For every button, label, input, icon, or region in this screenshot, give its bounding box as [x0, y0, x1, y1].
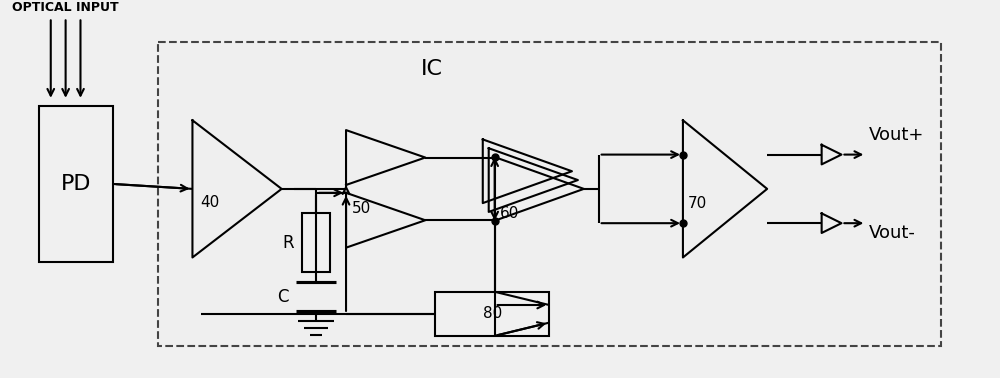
Text: 70: 70 [688, 197, 707, 211]
Text: IC: IC [421, 59, 443, 79]
Bar [302, 214, 330, 272]
Text: 50: 50 [352, 201, 371, 216]
Bar [435, 292, 549, 336]
Text: 60: 60 [500, 206, 519, 221]
Text: Vout-: Vout- [869, 224, 916, 242]
Text: OPTICAL INPUT: OPTICAL INPUT [12, 2, 119, 14]
Text: Vout+: Vout+ [869, 126, 925, 144]
Text: R: R [283, 234, 294, 252]
Text: 40: 40 [200, 195, 220, 209]
Bar [39, 105, 113, 262]
Text: C: C [277, 288, 288, 306]
Bar [158, 42, 941, 345]
Text: PD: PD [61, 174, 91, 194]
Text: 80: 80 [483, 306, 502, 321]
